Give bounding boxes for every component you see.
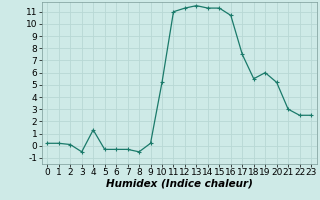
X-axis label: Humidex (Indice chaleur): Humidex (Indice chaleur) bbox=[106, 179, 252, 189]
